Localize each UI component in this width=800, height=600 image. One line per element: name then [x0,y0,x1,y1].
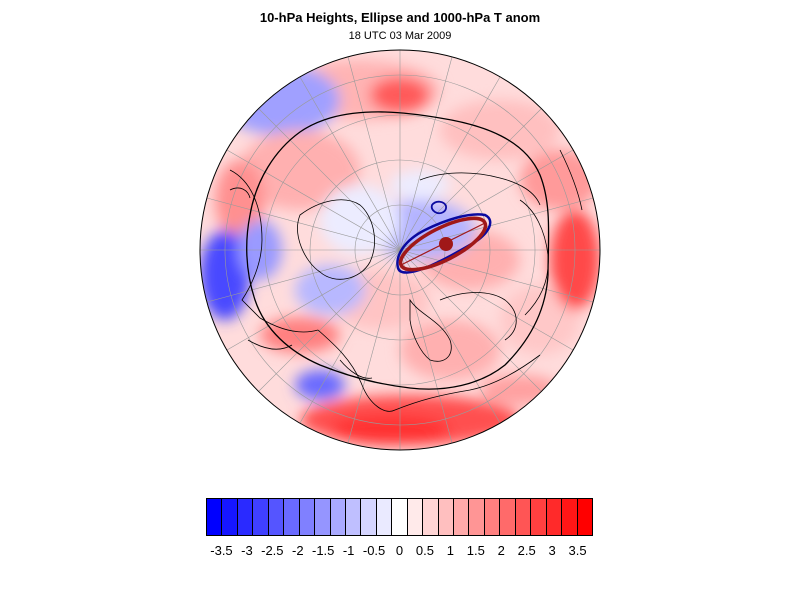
colorbar-cell [268,499,285,535]
colorbar-label: 1.5 [466,543,485,558]
graticule [200,50,600,450]
colorbar-cell [577,499,592,535]
colorbar-cell [546,499,563,535]
colorbar-cell [500,499,516,535]
colorbar-label: -3 [241,543,253,558]
colorbar [206,498,593,536]
colorbar-cell [253,499,269,535]
colorbar-cell [299,499,316,535]
map-title: 10-hPa Heights, Ellipse and 1000-hPa T a… [259,10,541,25]
vortex-small-contour [430,200,447,215]
vortex-ellipse [398,216,488,272]
colorbar-label: 0 [395,543,404,558]
colorbar-label: -1.5 [312,543,335,558]
colorbar-cell [484,499,501,535]
colorbar-label: 2 [497,543,505,558]
map-subtitle: 18 UTC 03 Mar 2009 [348,30,452,42]
colorbar-cell [469,499,485,535]
colorbar-label: 2.5 [517,543,536,558]
colorbar-cell [345,499,362,535]
colorbar-cell [361,499,377,535]
colorbar-cell [237,499,254,535]
colorbar-cell [207,499,223,535]
colorbar-cell [531,499,547,535]
colorbar-label: -0.5 [362,543,386,558]
colorbar-label: 3 [548,543,556,558]
colorbar-label: -1 [342,543,355,558]
colorbar-cell [407,499,424,535]
colorbar-cell [330,499,346,535]
colorbar-cell [454,499,470,535]
ellipse-centroid [439,237,453,251]
globe-outline [199,49,601,451]
temperature-anomaly-field [200,50,600,450]
colorbar-cell [423,499,439,535]
colorbar-label: -2.5 [261,543,284,558]
colorbar-cell [284,499,300,535]
colorbar-label: 1 [446,543,454,558]
colorbar-cell [222,499,238,535]
colorbar-label: -2 [291,543,304,558]
colorbar-cell [315,499,331,535]
height-contour [246,111,550,390]
colorbar-label: 3.5 [568,543,587,558]
colorbar-label: -3.5 [210,543,233,558]
colorbar-cell [392,499,408,535]
colorbar-cell [515,499,532,535]
colorbar-labels: -3.5 -3 -2.5 -2 -1.5 -1 -0.5 0 0.5 1 1.5 2 2.5 3 3.5 [0,543,800,563]
colorbar-cell [376,499,393,535]
colorbar-cell [438,499,454,535]
colorbar-cell [562,499,578,535]
colorbar-label: 0.5 [415,543,434,558]
